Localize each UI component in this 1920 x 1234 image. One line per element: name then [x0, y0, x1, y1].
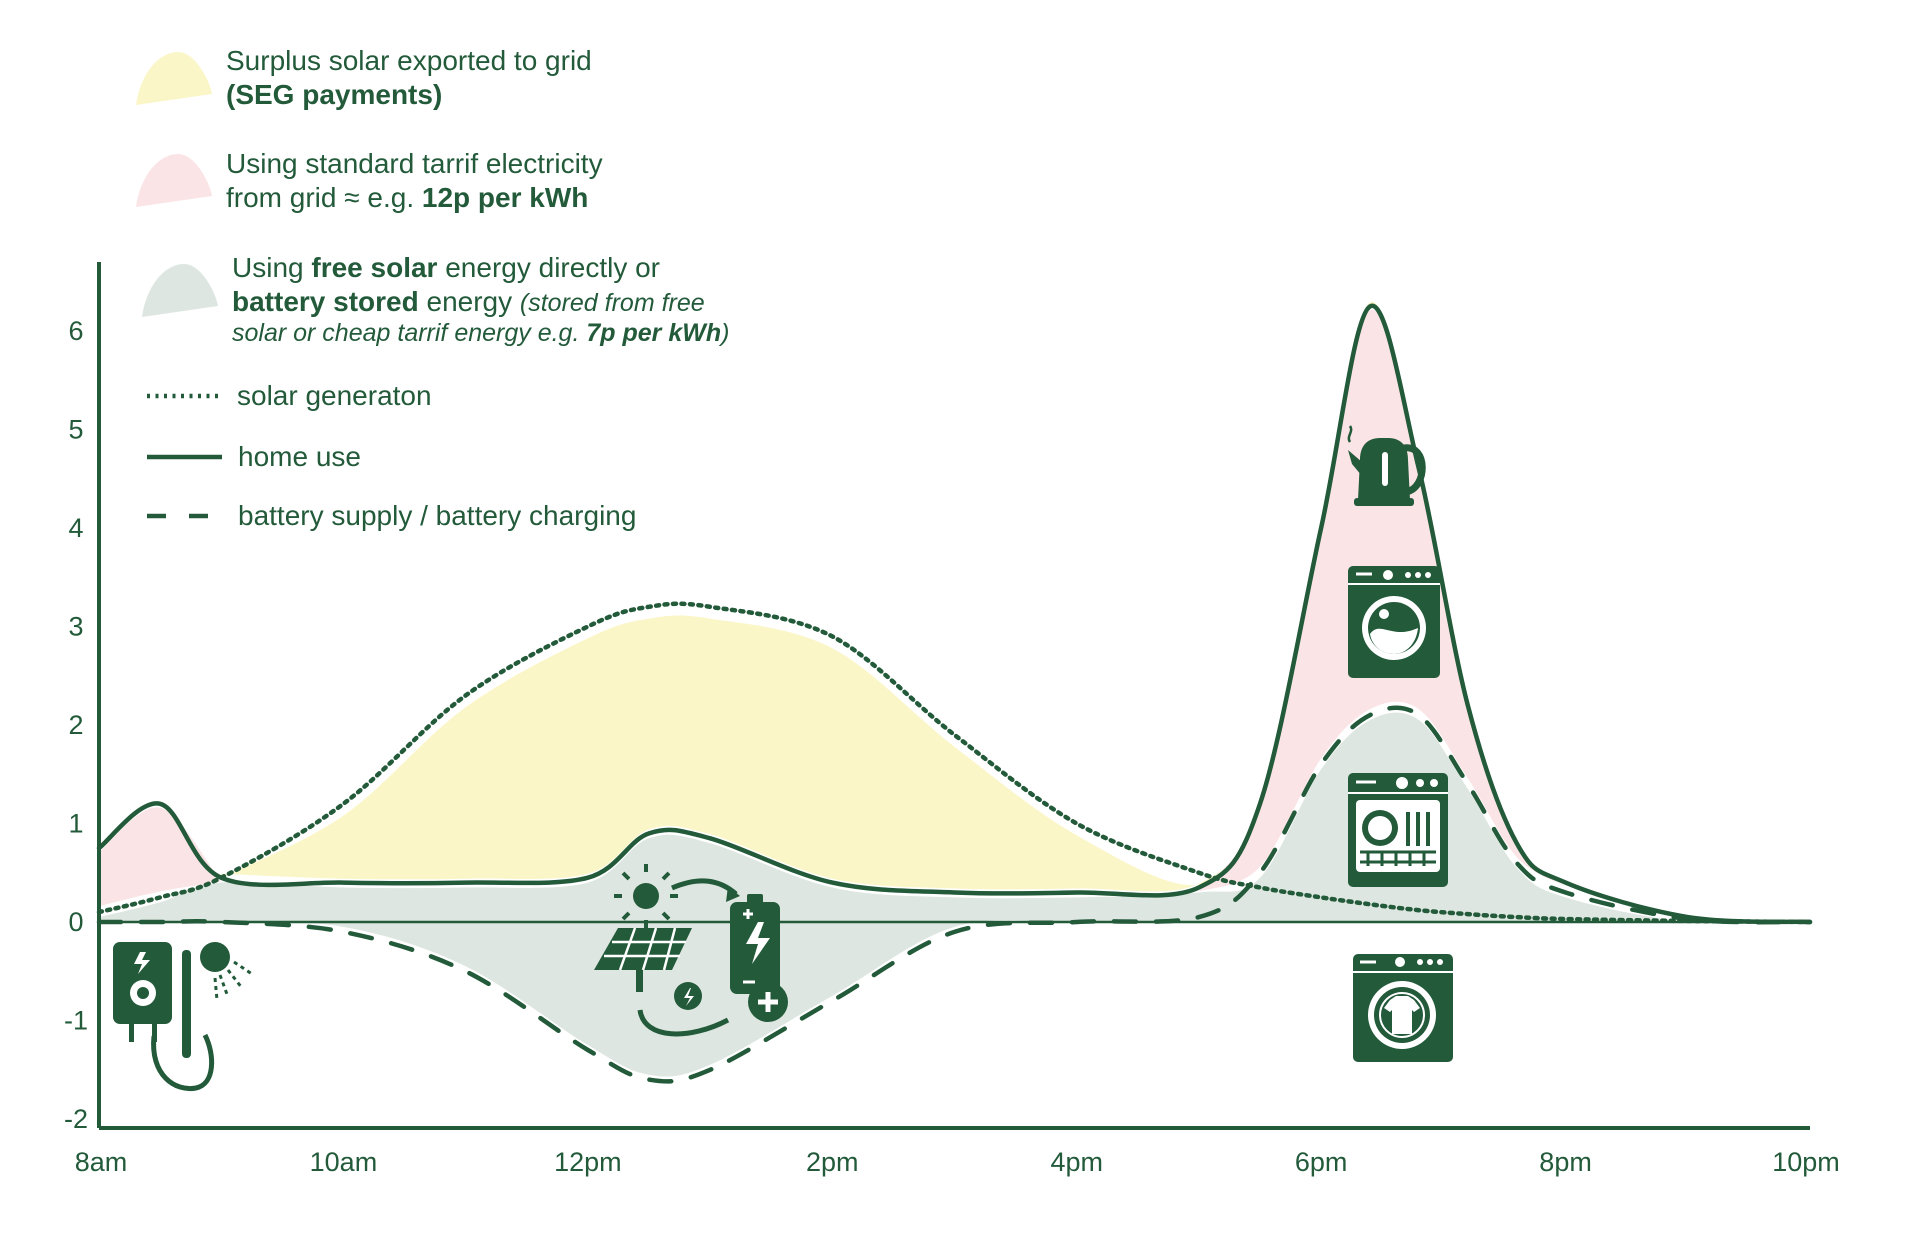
kettle-icon: [1347, 425, 1426, 506]
solar-panel-charging-battery-icon: [594, 864, 788, 1037]
legend-home-label: home use: [238, 441, 361, 472]
y-tick-label: 2: [68, 710, 83, 740]
series-line-solar-generaton: [96, 601, 1813, 925]
y-tick-label: 5: [68, 415, 83, 445]
x-tick-label: 8pm: [1539, 1147, 1592, 1177]
legend-surplus-line1: Surplus solar exported to grid: [226, 45, 592, 76]
x-tick-label: 4pm: [1050, 1147, 1103, 1177]
x-tick-label: 12pm: [554, 1147, 622, 1177]
y-tick-label: 3: [68, 612, 83, 642]
y-tick-label: -2: [64, 1104, 88, 1134]
x-tick-labels: 8am 10am 12pm 2pm 4pm 6pm 8pm 10pm: [75, 1147, 1840, 1177]
series-line-home-use: [96, 303, 1813, 925]
washing-machine-icon: [1348, 566, 1440, 678]
y-tick-label: 0: [68, 907, 83, 937]
axes: [97, 262, 1810, 1130]
tumble-dryer-icon: [1353, 954, 1453, 1062]
x-tick-label: 10am: [310, 1147, 378, 1177]
legend-swatch-free: [142, 264, 218, 317]
legend: Surplus solar exported to grid (SEG paym…: [136, 45, 729, 531]
y-tick-label: 4: [68, 513, 83, 543]
series-layer: [96, 303, 1813, 1084]
x-tick-label: 8am: [75, 1147, 128, 1177]
area-layer: [99, 301, 1810, 1077]
legend-swatch-surplus: [136, 52, 212, 105]
y-tick-label: 6: [68, 316, 83, 346]
legend-surplus-line2: (SEG payments): [226, 79, 442, 110]
legend-solar-label: solar generaton: [237, 380, 432, 411]
y-tick-labels: 6 5 4 3 2 1 0 -1 -2: [64, 316, 88, 1134]
x-tick-label: 10pm: [1772, 1147, 1840, 1177]
x-tick-label: 2pm: [806, 1147, 859, 1177]
y-tick-label: 1: [68, 809, 83, 839]
electric-shower-icon: [113, 942, 253, 1092]
surplus-export-area: [221, 301, 1468, 892]
legend-battery-label: battery supply / battery charging: [238, 500, 636, 531]
series-line-battery-supply-battery-charging: [96, 705, 1813, 1084]
legend-swatch-grid: [136, 154, 212, 207]
legend-grid-line2: from grid ≈ e.g. 12p per kWh: [226, 182, 588, 213]
legend-free-line3: solar or cheap tarrif energy e.g. 7p per…: [232, 319, 729, 347]
grid-import-area-morning: [99, 807, 222, 907]
dishwasher-icon: [1348, 773, 1448, 887]
y-tick-label: -1: [64, 1006, 88, 1036]
legend-free-line2: battery stored energy (stored from free: [232, 286, 705, 317]
x-tick-label: 6pm: [1295, 1147, 1348, 1177]
legend-grid-line1: Using standard tarrif electricity: [226, 148, 603, 179]
legend-free-line1: Using free solar energy directly or: [232, 252, 660, 283]
